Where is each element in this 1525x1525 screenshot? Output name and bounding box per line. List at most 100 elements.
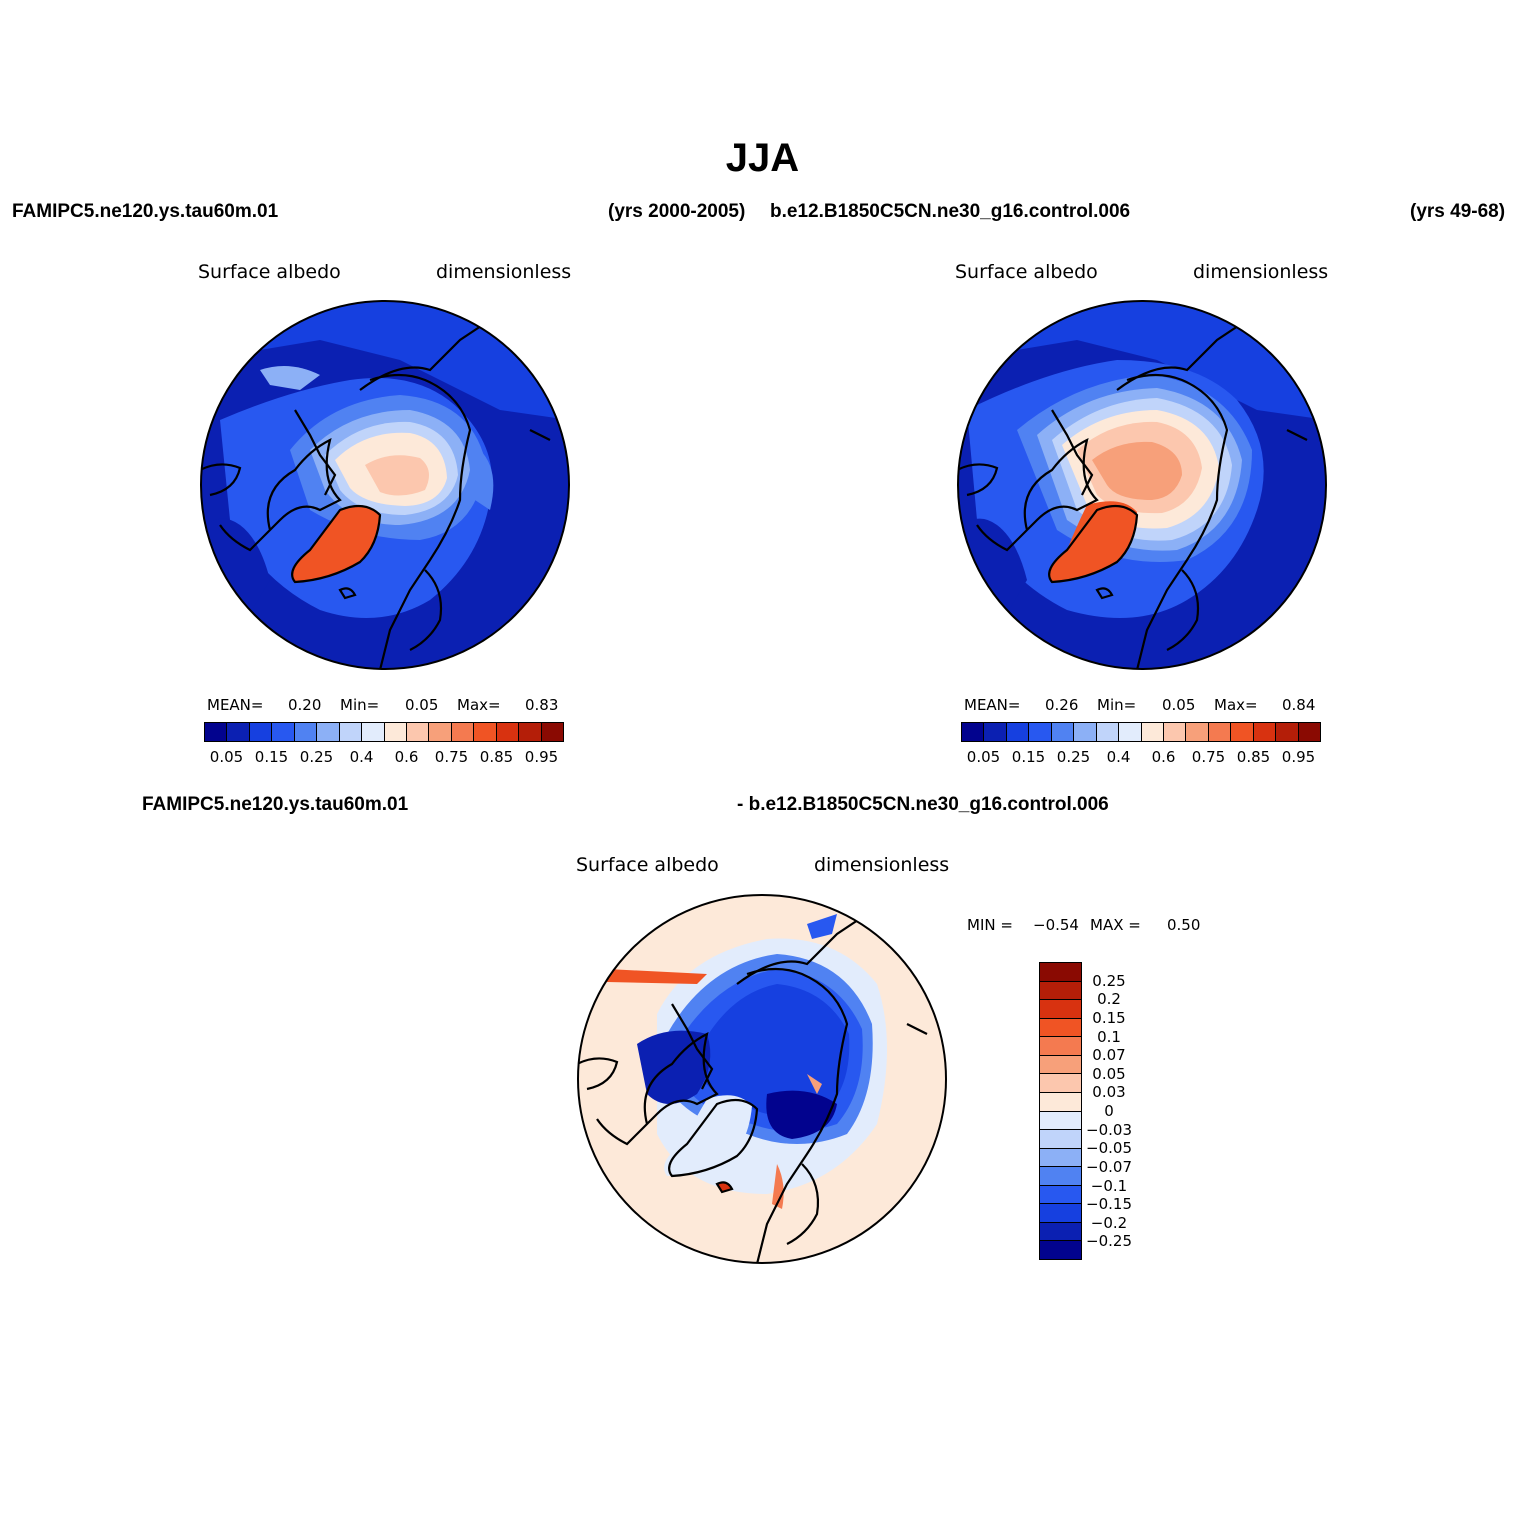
left-mean-label: MEAN= bbox=[207, 696, 264, 714]
colorbar-swatch bbox=[1119, 723, 1142, 741]
colorbar-tick-label: 0.05 bbox=[209, 748, 244, 766]
colorbar-tick-label: 0.1 bbox=[1097, 1027, 1121, 1046]
colorbar-swatch bbox=[339, 723, 363, 741]
colorbar-swatch bbox=[317, 723, 340, 741]
diff-min-label: MIN = bbox=[967, 916, 1013, 934]
colorbar-swatch bbox=[429, 723, 452, 741]
right-max-label: Max= bbox=[1214, 696, 1258, 714]
colorbar-swatch bbox=[1040, 963, 1081, 982]
colorbar-swatch bbox=[205, 723, 228, 741]
diff-max-label: MAX = bbox=[1090, 916, 1141, 934]
right-case-name: b.e12.B1850C5CN.ne30_g16.control.006 bbox=[770, 201, 1131, 222]
colorbar-swatch bbox=[1040, 1055, 1081, 1075]
colorbar-tick-label: 0.6 bbox=[394, 748, 419, 766]
colorbar-swatch bbox=[984, 723, 1007, 741]
colorbar-swatch bbox=[1051, 723, 1075, 741]
colorbar-swatch bbox=[1141, 723, 1164, 741]
colorbar-tick-label: 0.85 bbox=[1236, 748, 1271, 766]
left-colorbar bbox=[204, 722, 564, 742]
colorbar-swatch bbox=[451, 723, 475, 741]
colorbar-swatch bbox=[496, 723, 520, 741]
colorbar-swatch bbox=[1040, 1222, 1081, 1242]
colorbar-tick-label: −0.1 bbox=[1090, 1176, 1128, 1195]
right-variable-label: Surface albedo bbox=[955, 261, 1098, 283]
colorbar-swatch bbox=[1040, 1204, 1081, 1223]
colorbar-swatch bbox=[1040, 1111, 1081, 1131]
figure-title: JJA bbox=[725, 136, 800, 180]
colorbar-tick-label: 0.05 bbox=[966, 748, 1001, 766]
colorbar-swatch bbox=[1040, 1000, 1081, 1019]
colorbar-swatch bbox=[1040, 1074, 1081, 1093]
colorbar-swatch bbox=[1253, 723, 1277, 741]
colorbar-swatch bbox=[1040, 1185, 1081, 1205]
left-case-years: (yrs 2000-2005) bbox=[608, 201, 746, 222]
colorbar-swatch bbox=[1208, 723, 1232, 741]
colorbar-tick-label: 0.4 bbox=[1106, 748, 1131, 766]
colorbar-tick-label: −0.07 bbox=[1086, 1157, 1132, 1176]
colorbar-swatch bbox=[1006, 723, 1030, 741]
colorbar-tick-label: −0.2 bbox=[1090, 1213, 1128, 1232]
right-polar-map bbox=[957, 300, 1327, 670]
colorbar-tick-label: 0.05 bbox=[1092, 1064, 1126, 1083]
colorbar-tick-label: 0.95 bbox=[524, 748, 559, 766]
left-max-value: 0.83 bbox=[525, 696, 559, 714]
colorbar-swatch bbox=[272, 723, 295, 741]
diff-min-value: −0.54 bbox=[1033, 916, 1079, 934]
colorbar-swatch bbox=[1040, 981, 1081, 1001]
diff-polar-map bbox=[577, 894, 947, 1264]
left-polar-map bbox=[200, 300, 570, 670]
right-mean-value: 0.26 bbox=[1045, 696, 1079, 714]
colorbar-tick-label: 0.85 bbox=[479, 748, 514, 766]
colorbar-swatch bbox=[962, 723, 985, 741]
right-units-label: dimensionless bbox=[1193, 261, 1329, 283]
right-colorbar bbox=[961, 722, 1321, 742]
diff-units-label: dimensionless bbox=[814, 854, 950, 876]
colorbar-tick-label: 0.4 bbox=[349, 748, 374, 766]
colorbar-swatch bbox=[1029, 723, 1052, 741]
diff-case-a: FAMIPC5.ne120.ys.tau60m.01 bbox=[142, 794, 409, 815]
colorbar-swatch bbox=[294, 723, 318, 741]
colorbar-swatch bbox=[1040, 1167, 1081, 1186]
colorbar-swatch bbox=[1040, 1148, 1081, 1168]
colorbar-tick-label: 0.15 bbox=[1011, 748, 1046, 766]
colorbar-tick-label: 0.07 bbox=[1092, 1046, 1126, 1065]
colorbar-tick-label: 0.25 bbox=[1056, 748, 1091, 766]
left-min-label: Min= bbox=[340, 696, 380, 714]
colorbar-tick-label: −0.25 bbox=[1086, 1232, 1132, 1251]
left-case-name: FAMIPC5.ne120.ys.tau60m.01 bbox=[12, 201, 279, 222]
colorbar-swatch bbox=[406, 723, 430, 741]
right-min-label: Min= bbox=[1097, 696, 1137, 714]
right-mean-label: MEAN= bbox=[964, 696, 1021, 714]
diff-colorbar bbox=[1039, 962, 1082, 1260]
colorbar-swatch bbox=[1040, 1018, 1081, 1038]
right-min-value: 0.05 bbox=[1162, 696, 1196, 714]
left-mean-value: 0.20 bbox=[288, 696, 322, 714]
colorbar-swatch bbox=[541, 723, 563, 741]
colorbar-swatch bbox=[1040, 1037, 1081, 1056]
colorbar-tick-label: 0.25 bbox=[299, 748, 334, 766]
colorbar-tick-label: 0.6 bbox=[1151, 748, 1176, 766]
right-max-value: 0.84 bbox=[1282, 696, 1316, 714]
colorbar-swatch bbox=[1040, 1241, 1081, 1259]
diff-case-b: - b.e12.B1850C5CN.ne30_g16.control.006 bbox=[737, 794, 1109, 815]
colorbar-tick-label: 0.75 bbox=[1191, 748, 1226, 766]
colorbar-swatch bbox=[1040, 1092, 1081, 1112]
diff-variable-label: Surface albedo bbox=[576, 854, 719, 876]
colorbar-swatch bbox=[1074, 723, 1097, 741]
colorbar-swatch bbox=[1276, 723, 1299, 741]
colorbar-swatch bbox=[519, 723, 542, 741]
right-case-years: (yrs 49-68) bbox=[1410, 201, 1506, 222]
colorbar-swatch bbox=[1096, 723, 1120, 741]
left-units-label: dimensionless bbox=[436, 261, 572, 283]
colorbar-swatch bbox=[1298, 723, 1320, 741]
left-min-value: 0.05 bbox=[405, 696, 439, 714]
colorbar-tick-label: 0.03 bbox=[1092, 1083, 1126, 1102]
colorbar-tick-label: 0.15 bbox=[254, 748, 289, 766]
left-max-label: Max= bbox=[457, 696, 501, 714]
colorbar-tick-label: −0.03 bbox=[1086, 1120, 1132, 1139]
colorbar-swatch bbox=[474, 723, 497, 741]
colorbar-swatch bbox=[1186, 723, 1209, 741]
colorbar-swatch bbox=[1231, 723, 1254, 741]
colorbar-tick-label: 0.95 bbox=[1281, 748, 1316, 766]
colorbar-swatch bbox=[249, 723, 273, 741]
